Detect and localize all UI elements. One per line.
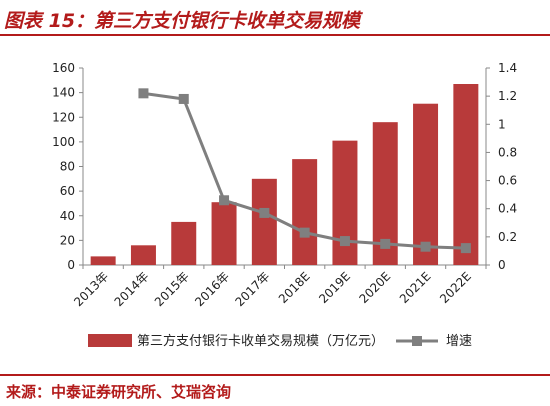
right-tick-label: 1.4 bbox=[498, 61, 517, 75]
growth-marker bbox=[420, 241, 431, 252]
growth-marker bbox=[178, 93, 189, 104]
x-tick-label: 2018E bbox=[276, 269, 313, 306]
x-tick-label: 2020E bbox=[357, 269, 394, 306]
bar bbox=[453, 84, 479, 265]
left-tick-label: 120 bbox=[52, 110, 75, 124]
growth-marker bbox=[219, 195, 230, 206]
source-divider bbox=[0, 374, 550, 376]
bar bbox=[130, 245, 156, 265]
left-tick-label: 80 bbox=[60, 160, 75, 174]
left-tick-label: 140 bbox=[52, 86, 75, 100]
left-tick-label: 60 bbox=[60, 184, 75, 198]
bar bbox=[292, 159, 318, 265]
left-tick-label: 100 bbox=[52, 135, 75, 149]
legend-line-label: 增速 bbox=[446, 334, 472, 349]
title-bar: 图表 15：第三方支付银行卡收单交易规模 bbox=[0, 0, 550, 36]
left-tick-label: 0 bbox=[67, 258, 75, 272]
x-tick-label: 2016年 bbox=[192, 269, 232, 309]
bar bbox=[332, 140, 358, 265]
right-tick-label: 0.8 bbox=[498, 145, 517, 159]
legend-bar-swatch bbox=[88, 334, 132, 347]
source-note: 来源：中泰证券研究所、艾瑞咨询 bbox=[6, 383, 232, 401]
bar bbox=[211, 202, 237, 265]
left-tick-label: 160 bbox=[52, 61, 75, 75]
x-tick-label: 2022E bbox=[437, 269, 474, 306]
right-tick-label: 1 bbox=[498, 117, 506, 131]
combo-chart: 0 20 40 60 80 100 120 140 160 0 0.2 0.4 0.6 0.8 1 1.2 1.… bbox=[52, 61, 517, 349]
left-tick-label: 20 bbox=[60, 233, 75, 247]
x-tick-label: 2021E bbox=[397, 269, 434, 306]
legend-line-marker bbox=[412, 336, 422, 346]
growth-marker bbox=[339, 236, 350, 247]
right-tick-label: 0 bbox=[498, 258, 506, 272]
right-tick-label: 0.4 bbox=[498, 202, 517, 216]
left-tick-label: 40 bbox=[60, 209, 75, 223]
growth-marker bbox=[299, 227, 310, 238]
right-tick-label: 0.2 bbox=[498, 230, 517, 244]
bar bbox=[90, 256, 116, 265]
x-tick-label: 2017年 bbox=[232, 269, 272, 309]
x-tick-label: 2013年 bbox=[71, 269, 111, 309]
right-tick-label: 0.6 bbox=[498, 174, 517, 188]
bar bbox=[251, 178, 277, 265]
x-tick-label: 2019E bbox=[316, 269, 353, 306]
bar bbox=[171, 221, 197, 265]
growth-marker bbox=[380, 238, 391, 249]
chart-title: 图表 15：第三方支付银行卡收单交易规模 bbox=[4, 10, 361, 32]
growth-marker bbox=[460, 243, 471, 254]
growth-marker bbox=[138, 88, 149, 99]
legend-bar-label: 第三方支付银行卡收单交易规模（万亿元） bbox=[137, 333, 384, 349]
bar bbox=[413, 103, 439, 265]
x-tick-label: 2015年 bbox=[152, 269, 192, 309]
right-tick-label: 1.2 bbox=[498, 89, 517, 103]
growth-marker bbox=[259, 207, 270, 218]
x-tick-label: 2014年 bbox=[112, 269, 152, 309]
